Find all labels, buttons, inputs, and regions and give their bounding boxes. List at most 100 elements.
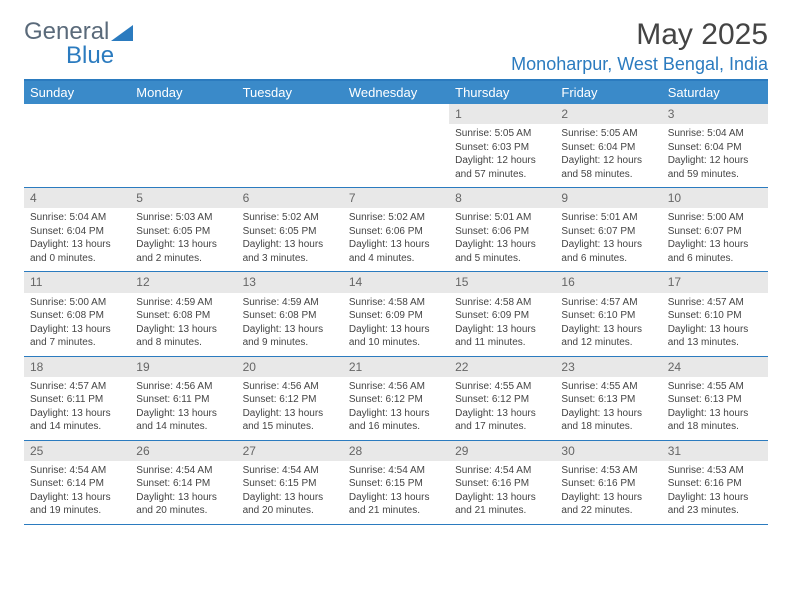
sunset-text: Sunset: 6:16 PM — [668, 477, 762, 491]
day-number-cell: 23 — [555, 356, 661, 377]
day-number-cell: 22 — [449, 356, 555, 377]
page-header: General May 2025 Monoharpur, West Bengal… — [24, 18, 768, 75]
daylight-text: Daylight: 13 hours and 21 minutes. — [455, 491, 549, 518]
day-detail-cell: Sunrise: 4:58 AMSunset: 6:09 PMDaylight:… — [343, 293, 449, 357]
day-number-cell: 15 — [449, 272, 555, 293]
sunset-text: Sunset: 6:16 PM — [561, 477, 655, 491]
daylight-text: Daylight: 13 hours and 0 minutes. — [30, 238, 124, 265]
sunrise-text: Sunrise: 5:01 AM — [455, 211, 549, 225]
day-detail-cell — [343, 124, 449, 188]
daylight-text: Daylight: 13 hours and 16 minutes. — [349, 407, 443, 434]
col-monday: Monday — [130, 80, 236, 104]
day-detail-cell: Sunrise: 4:58 AMSunset: 6:09 PMDaylight:… — [449, 293, 555, 357]
daynum-row: 25262728293031 — [24, 440, 768, 461]
brand-part2: Blue — [66, 42, 114, 70]
sunrise-text: Sunrise: 4:56 AM — [349, 380, 443, 394]
sunset-text: Sunset: 6:04 PM — [561, 141, 655, 155]
sunset-text: Sunset: 6:14 PM — [30, 477, 124, 491]
day-detail-cell: Sunrise: 4:56 AMSunset: 6:12 PMDaylight:… — [343, 377, 449, 441]
day-number-cell: 12 — [130, 272, 236, 293]
sunrise-text: Sunrise: 4:57 AM — [561, 296, 655, 310]
sunrise-text: Sunrise: 4:54 AM — [243, 464, 337, 478]
daylight-text: Daylight: 13 hours and 14 minutes. — [136, 407, 230, 434]
sunset-text: Sunset: 6:05 PM — [243, 225, 337, 239]
day-number-cell: 25 — [24, 440, 130, 461]
day-number-cell: 2 — [555, 104, 661, 124]
day-number-cell: 7 — [343, 188, 449, 209]
col-sunday: Sunday — [24, 80, 130, 104]
daylight-text: Daylight: 13 hours and 14 minutes. — [30, 407, 124, 434]
day-detail-cell: Sunrise: 4:54 AMSunset: 6:15 PMDaylight:… — [343, 461, 449, 525]
sunrise-text: Sunrise: 5:05 AM — [455, 127, 549, 141]
day-number-cell: 16 — [555, 272, 661, 293]
sunrise-text: Sunrise: 5:04 AM — [668, 127, 762, 141]
daylight-text: Daylight: 13 hours and 7 minutes. — [30, 323, 124, 350]
day-detail-cell: Sunrise: 4:56 AMSunset: 6:11 PMDaylight:… — [130, 377, 236, 441]
sunset-text: Sunset: 6:15 PM — [243, 477, 337, 491]
day-detail-cell: Sunrise: 4:55 AMSunset: 6:13 PMDaylight:… — [555, 377, 661, 441]
sunrise-text: Sunrise: 5:00 AM — [668, 211, 762, 225]
day-detail-cell: Sunrise: 4:59 AMSunset: 6:08 PMDaylight:… — [237, 293, 343, 357]
sunrise-text: Sunrise: 4:56 AM — [136, 380, 230, 394]
sunrise-text: Sunrise: 4:56 AM — [243, 380, 337, 394]
daylight-text: Daylight: 13 hours and 8 minutes. — [136, 323, 230, 350]
day-detail-cell: Sunrise: 4:55 AMSunset: 6:13 PMDaylight:… — [662, 377, 768, 441]
day-detail-cell: Sunrise: 4:59 AMSunset: 6:08 PMDaylight:… — [130, 293, 236, 357]
day-number-cell: 31 — [662, 440, 768, 461]
col-wednesday: Wednesday — [343, 80, 449, 104]
day-detail-cell: Sunrise: 4:55 AMSunset: 6:12 PMDaylight:… — [449, 377, 555, 441]
daynum-row: 11121314151617 — [24, 272, 768, 293]
day-detail-cell: Sunrise: 4:54 AMSunset: 6:14 PMDaylight:… — [130, 461, 236, 525]
daylight-text: Daylight: 13 hours and 21 minutes. — [349, 491, 443, 518]
daylight-text: Daylight: 13 hours and 10 minutes. — [349, 323, 443, 350]
daynum-row: 123 — [24, 104, 768, 124]
day-detail-cell: Sunrise: 4:54 AMSunset: 6:16 PMDaylight:… — [449, 461, 555, 525]
day-number-cell: 6 — [237, 188, 343, 209]
location-label: Monoharpur, West Bengal, India — [511, 54, 768, 75]
day-number-cell: 21 — [343, 356, 449, 377]
calendar-table: Sunday Monday Tuesday Wednesday Thursday… — [24, 79, 768, 525]
day-detail-cell: Sunrise: 5:00 AMSunset: 6:08 PMDaylight:… — [24, 293, 130, 357]
detail-row: Sunrise: 4:57 AMSunset: 6:11 PMDaylight:… — [24, 377, 768, 441]
sunset-text: Sunset: 6:09 PM — [455, 309, 549, 323]
daylight-text: Daylight: 13 hours and 17 minutes. — [455, 407, 549, 434]
day-number-cell: 20 — [237, 356, 343, 377]
daylight-text: Daylight: 13 hours and 2 minutes. — [136, 238, 230, 265]
day-detail-cell: Sunrise: 5:00 AMSunset: 6:07 PMDaylight:… — [662, 208, 768, 272]
daylight-text: Daylight: 13 hours and 12 minutes. — [561, 323, 655, 350]
day-number-cell: 19 — [130, 356, 236, 377]
day-detail-cell: Sunrise: 4:54 AMSunset: 6:15 PMDaylight:… — [237, 461, 343, 525]
day-detail-cell — [130, 124, 236, 188]
sunset-text: Sunset: 6:10 PM — [561, 309, 655, 323]
day-detail-cell: Sunrise: 5:03 AMSunset: 6:05 PMDaylight:… — [130, 208, 236, 272]
sunrise-text: Sunrise: 4:53 AM — [561, 464, 655, 478]
day-number-cell: 26 — [130, 440, 236, 461]
sunrise-text: Sunrise: 4:59 AM — [243, 296, 337, 310]
sunset-text: Sunset: 6:04 PM — [668, 141, 762, 155]
sunset-text: Sunset: 6:07 PM — [561, 225, 655, 239]
day-detail-cell — [237, 124, 343, 188]
day-detail-cell: Sunrise: 5:02 AMSunset: 6:06 PMDaylight:… — [343, 208, 449, 272]
day-number-cell: 18 — [24, 356, 130, 377]
sunset-text: Sunset: 6:11 PM — [136, 393, 230, 407]
day-number-cell — [237, 104, 343, 124]
daylight-text: Daylight: 13 hours and 22 minutes. — [561, 491, 655, 518]
day-detail-cell: Sunrise: 5:01 AMSunset: 6:07 PMDaylight:… — [555, 208, 661, 272]
daylight-text: Daylight: 13 hours and 11 minutes. — [455, 323, 549, 350]
day-detail-cell: Sunrise: 4:53 AMSunset: 6:16 PMDaylight:… — [555, 461, 661, 525]
day-number-cell: 3 — [662, 104, 768, 124]
sunset-text: Sunset: 6:05 PM — [136, 225, 230, 239]
sunset-text: Sunset: 6:11 PM — [30, 393, 124, 407]
daylight-text: Daylight: 13 hours and 15 minutes. — [243, 407, 337, 434]
day-detail-cell — [24, 124, 130, 188]
day-number-cell: 10 — [662, 188, 768, 209]
sunrise-text: Sunrise: 4:58 AM — [455, 296, 549, 310]
daynum-row: 45678910 — [24, 188, 768, 209]
day-number-cell: 29 — [449, 440, 555, 461]
sunset-text: Sunset: 6:14 PM — [136, 477, 230, 491]
day-number-cell: 17 — [662, 272, 768, 293]
day-number-cell: 28 — [343, 440, 449, 461]
sunset-text: Sunset: 6:08 PM — [30, 309, 124, 323]
sunrise-text: Sunrise: 4:55 AM — [561, 380, 655, 394]
sunrise-text: Sunrise: 5:02 AM — [243, 211, 337, 225]
